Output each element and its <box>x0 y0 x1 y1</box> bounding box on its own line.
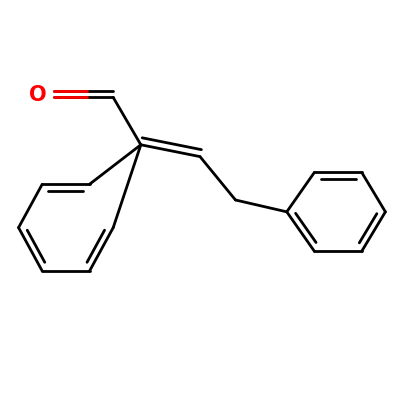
Text: O: O <box>30 86 47 106</box>
